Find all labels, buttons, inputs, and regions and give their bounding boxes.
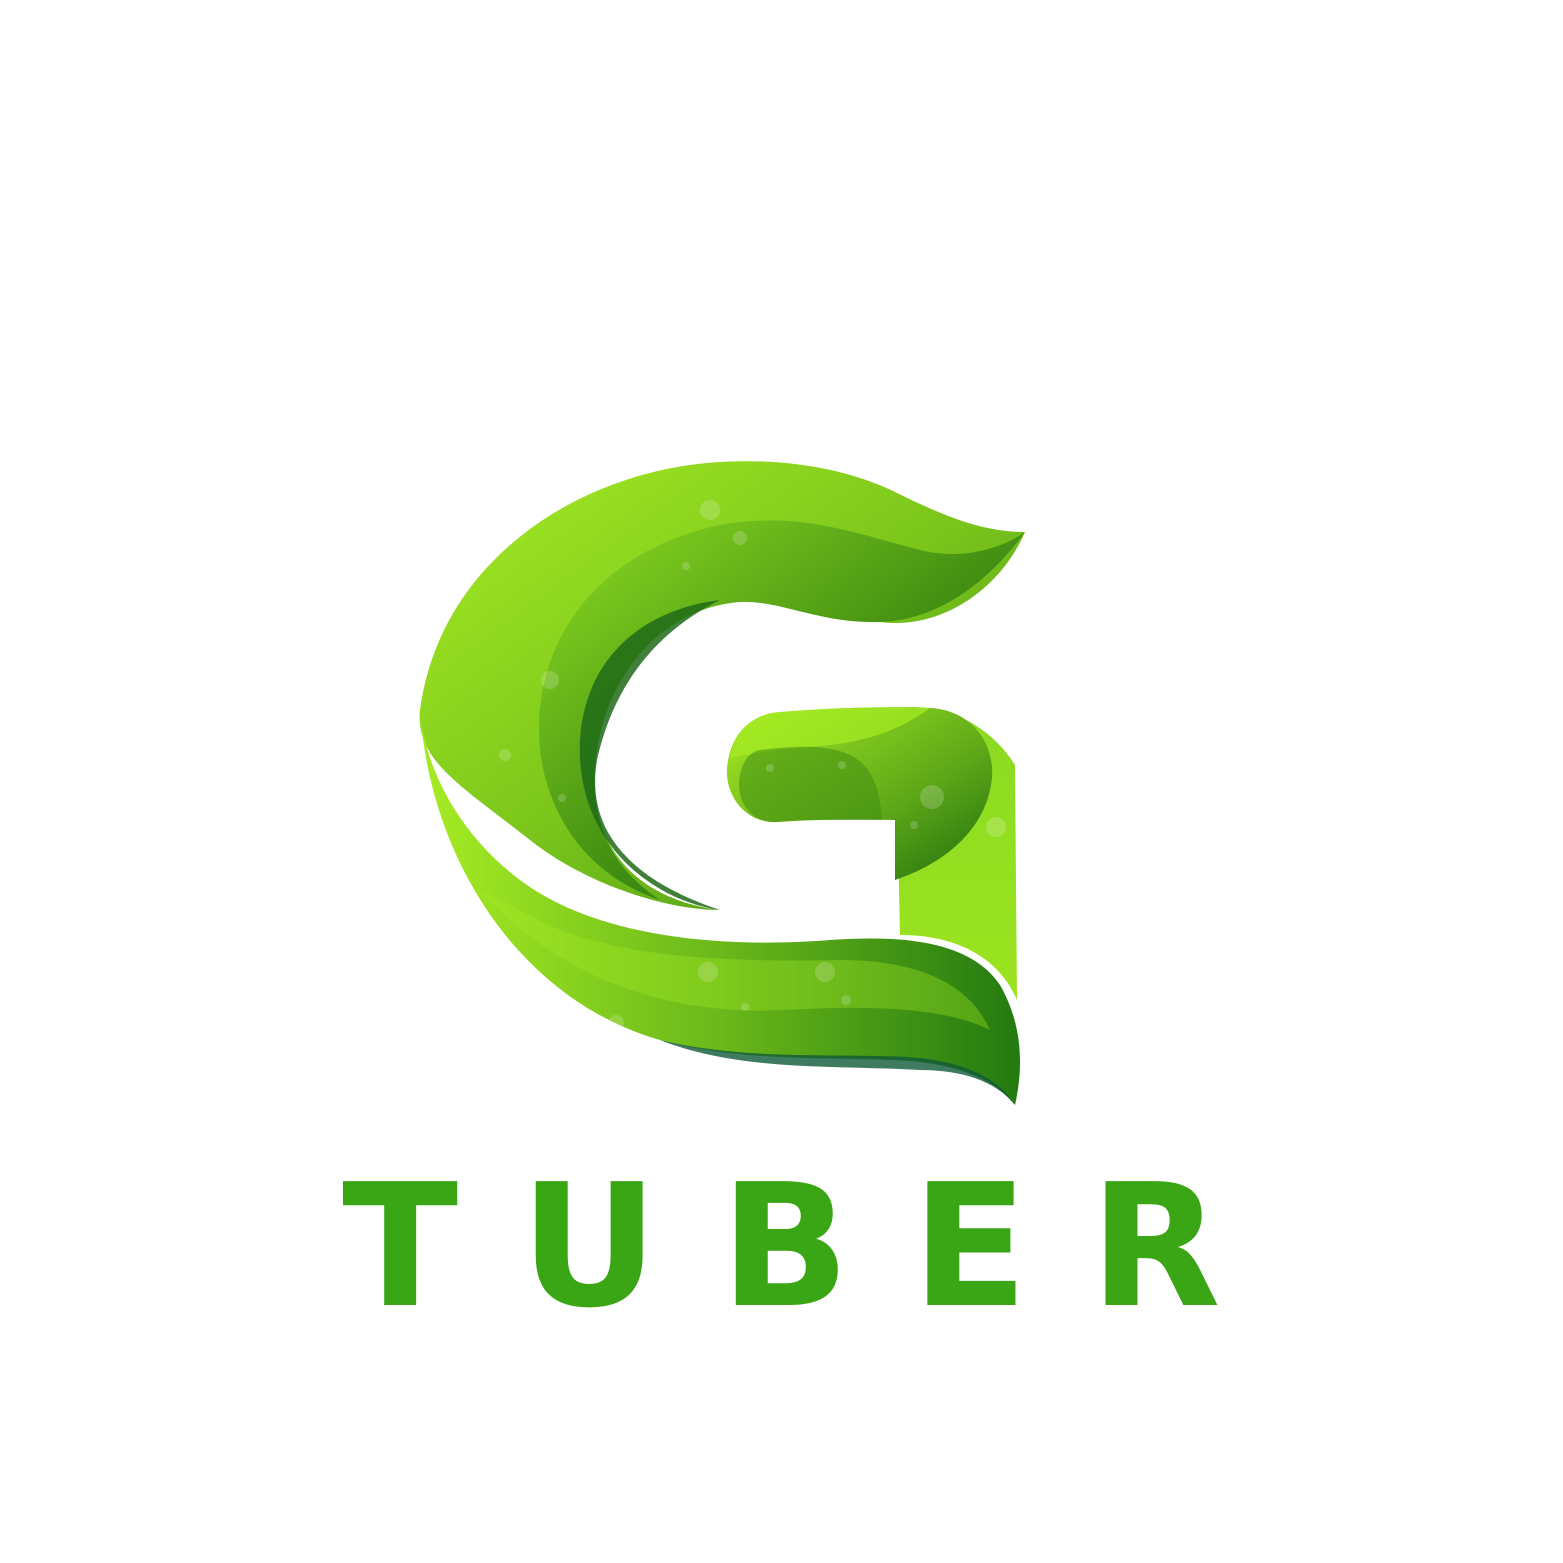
brand-wordmark: TUBER (342, 1148, 1283, 1346)
leaf-g-logo-icon (419, 461, 1025, 1105)
